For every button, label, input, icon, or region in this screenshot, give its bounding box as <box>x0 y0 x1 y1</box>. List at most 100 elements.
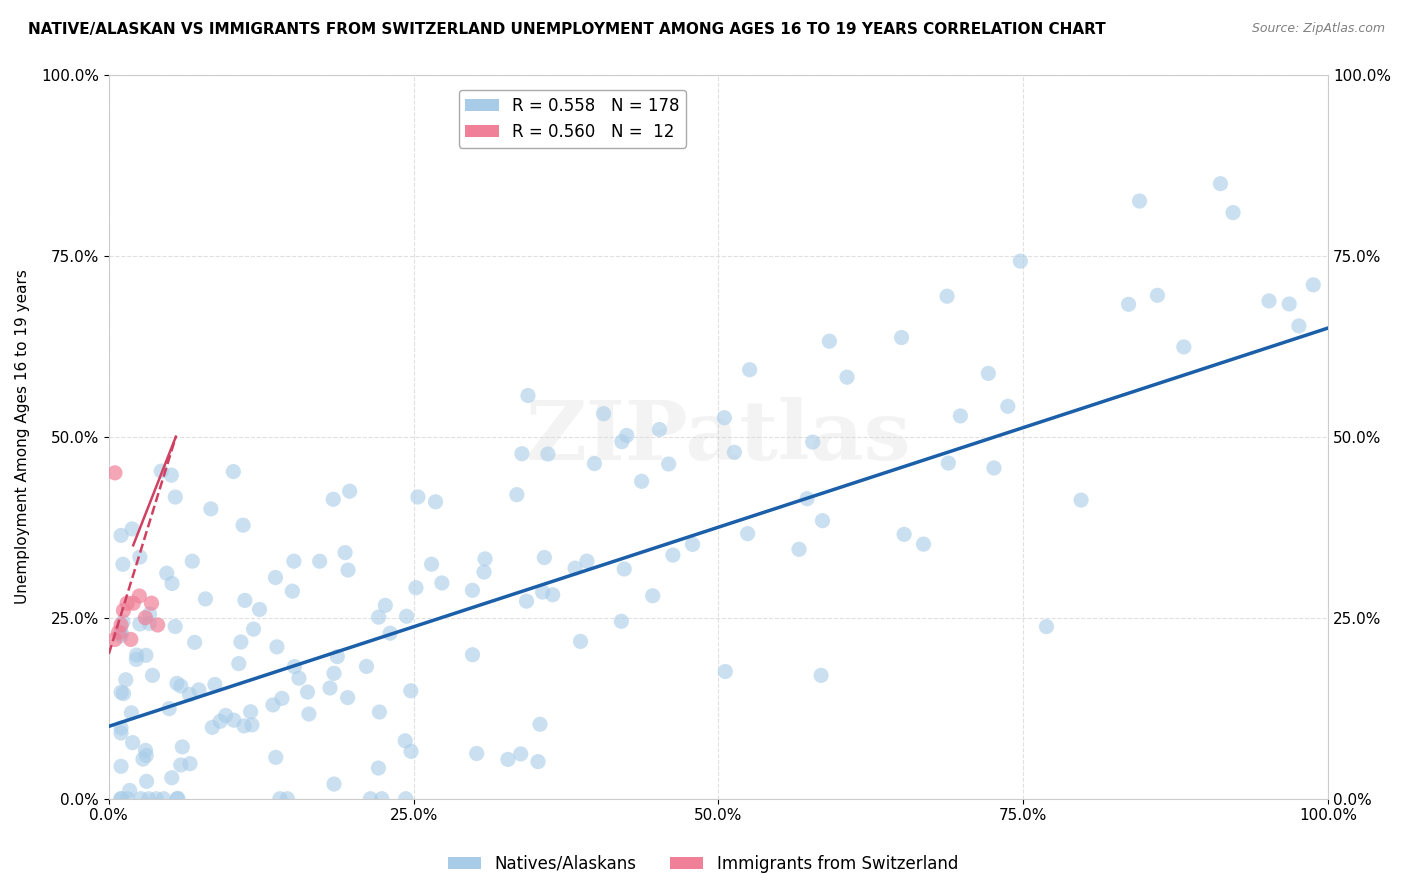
Point <box>204 677 226 691</box>
Point <box>117 791 139 805</box>
Point <box>405 581 427 595</box>
Point <box>121 522 143 536</box>
Point <box>394 733 416 747</box>
Point <box>194 591 217 606</box>
Point <box>222 465 245 479</box>
Point <box>1302 277 1324 292</box>
Point <box>367 761 389 775</box>
Point <box>135 743 157 757</box>
Point <box>1035 619 1057 633</box>
Point <box>129 791 152 805</box>
Point <box>125 652 148 666</box>
Point <box>723 445 745 459</box>
Point <box>641 589 664 603</box>
Point <box>170 758 193 772</box>
Point <box>179 688 201 702</box>
Point <box>232 518 254 533</box>
Point <box>1258 293 1281 308</box>
Point <box>835 370 858 384</box>
Point <box>112 687 135 701</box>
Point <box>1128 194 1150 208</box>
Text: Source: ZipAtlas.com: Source: ZipAtlas.com <box>1251 22 1385 36</box>
Point <box>912 537 935 551</box>
Point <box>509 747 531 761</box>
Point <box>399 744 422 758</box>
Point <box>738 362 761 376</box>
Point <box>183 635 205 649</box>
Point <box>128 589 150 603</box>
Point <box>1118 297 1140 311</box>
Point <box>112 603 135 617</box>
Point <box>406 490 429 504</box>
Point <box>977 367 1000 381</box>
Point <box>228 657 250 671</box>
Point <box>308 554 330 568</box>
Point <box>104 466 127 480</box>
Point <box>115 596 138 610</box>
Point <box>326 649 349 664</box>
Point <box>233 593 256 607</box>
Point <box>122 596 145 610</box>
Point <box>1222 205 1244 219</box>
Point <box>138 791 160 805</box>
Point <box>893 527 915 541</box>
Point <box>239 705 262 719</box>
Point <box>1209 177 1232 191</box>
Point <box>128 617 150 632</box>
Point <box>333 546 356 560</box>
Point <box>138 607 160 621</box>
Point <box>936 456 959 470</box>
Point <box>209 714 232 729</box>
Point <box>533 550 555 565</box>
Point <box>165 619 187 633</box>
Point <box>818 334 841 349</box>
Point <box>166 791 188 805</box>
Point <box>240 718 263 732</box>
Point <box>787 542 810 557</box>
Point <box>616 428 638 442</box>
Point <box>583 457 606 471</box>
Point <box>200 501 222 516</box>
Point <box>337 563 360 577</box>
Point <box>517 388 540 402</box>
Point <box>890 330 912 344</box>
Point <box>128 549 150 564</box>
Point <box>110 791 132 805</box>
Point <box>110 528 132 542</box>
Point <box>575 554 598 568</box>
Point <box>262 698 284 712</box>
Point <box>170 679 193 693</box>
Point <box>461 648 484 662</box>
Point <box>187 682 209 697</box>
Point <box>111 615 134 629</box>
Point <box>121 736 143 750</box>
Point <box>146 618 169 632</box>
Point <box>1173 340 1195 354</box>
Point <box>135 648 157 663</box>
Point <box>110 629 132 643</box>
Point <box>269 791 291 805</box>
Point <box>104 632 127 647</box>
Point <box>527 755 550 769</box>
Point <box>356 659 378 673</box>
Point <box>323 666 346 681</box>
Point <box>569 634 592 648</box>
Point <box>179 756 201 771</box>
Legend: Natives/Alaskans, Immigrants from Switzerland: Natives/Alaskans, Immigrants from Switze… <box>441 848 965 880</box>
Point <box>160 576 183 591</box>
Point <box>810 668 832 682</box>
Point <box>949 409 972 423</box>
Point <box>166 791 188 805</box>
Point <box>138 616 160 631</box>
Point <box>110 721 132 735</box>
Point <box>529 717 551 731</box>
Point <box>281 584 304 599</box>
Point <box>156 566 179 581</box>
Point <box>737 526 759 541</box>
Point <box>322 492 344 507</box>
Point <box>1146 288 1168 302</box>
Point <box>172 739 194 754</box>
Point <box>395 791 418 805</box>
Point <box>298 706 321 721</box>
Point <box>297 685 319 699</box>
